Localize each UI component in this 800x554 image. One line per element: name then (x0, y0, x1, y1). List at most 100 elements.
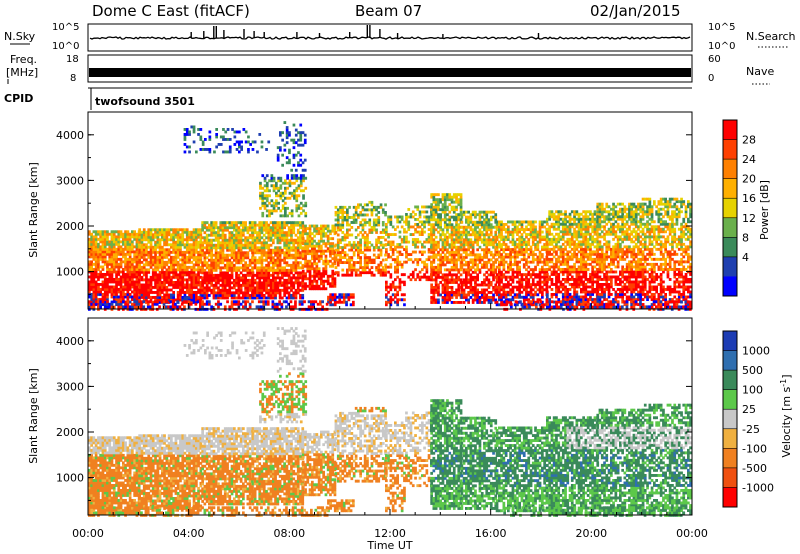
data-cell (97, 290, 100, 294)
data-cell (504, 278, 508, 282)
data-cell (346, 258, 349, 262)
data-cell (363, 253, 367, 257)
data-cell (230, 286, 234, 290)
data-cell (149, 230, 153, 234)
data-cell (555, 262, 558, 266)
data-cell (140, 286, 144, 289)
data-cell (336, 228, 340, 232)
data-cell (441, 205, 445, 209)
data-cell (409, 258, 413, 262)
data-cell (274, 226, 277, 230)
data-cell (446, 213, 449, 217)
data-cell (455, 223, 458, 227)
data-cell (128, 278, 132, 281)
data-cell (274, 228, 277, 232)
data-cell (301, 278, 305, 282)
data-cell (115, 285, 118, 289)
data-cell (223, 241, 227, 245)
data-cell (370, 200, 374, 204)
data-cell (192, 250, 196, 254)
data-cell (357, 268, 360, 272)
data-cell (476, 275, 479, 279)
data-cell (489, 238, 493, 242)
data-cell (513, 230, 517, 234)
data-cell (538, 223, 542, 226)
data-cell (541, 280, 544, 284)
data-cell (324, 264, 328, 268)
data-cell (448, 210, 452, 214)
data-cell (471, 240, 475, 244)
data-cell (199, 268, 203, 272)
data-cell (350, 216, 354, 219)
data-cell (156, 258, 160, 262)
data-cell (138, 255, 141, 259)
data-cell (301, 224, 305, 228)
data-cell (126, 290, 130, 294)
data-cell (156, 273, 160, 277)
data-cell (370, 228, 374, 232)
data-cell (253, 281, 257, 285)
data-cell (377, 256, 381, 259)
data-cell (308, 274, 312, 278)
data-cell (214, 283, 218, 287)
data-cell (483, 260, 486, 264)
data-cell (251, 243, 255, 247)
data-cell (326, 277, 330, 281)
data-cell (434, 253, 438, 257)
data-cell (507, 255, 510, 259)
data-cell (385, 288, 388, 292)
data-cell (233, 263, 236, 267)
data-cell (92, 275, 96, 279)
data-cell (487, 258, 491, 262)
data-cell (106, 305, 109, 309)
data-cell (467, 281, 470, 284)
data-cell (126, 247, 130, 251)
data-cell (108, 232, 112, 236)
data-cell (208, 268, 211, 272)
data-cell (494, 298, 498, 302)
data-cell (329, 252, 332, 256)
data-cell (165, 263, 169, 267)
data-cell (507, 285, 510, 289)
data-cell (469, 245, 473, 249)
data-cell (122, 260, 125, 264)
data-cell (348, 216, 351, 219)
data-cell (103, 255, 107, 259)
data-cell (131, 280, 134, 284)
data-cell (432, 298, 436, 302)
data-cell (368, 261, 372, 264)
data-cell (128, 300, 132, 304)
data-cell (154, 260, 157, 264)
data-cell (304, 287, 307, 291)
data-cell (548, 268, 551, 271)
data-cell (450, 233, 454, 237)
data-cell (140, 230, 144, 234)
data-cell (190, 268, 194, 272)
data-cell (278, 291, 282, 295)
data-cell (106, 290, 109, 294)
data-cell (112, 265, 116, 269)
data-cell (439, 281, 442, 284)
data-cell (217, 236, 220, 240)
data-cell (384, 213, 387, 217)
data-cell (151, 291, 155, 294)
data-cell (256, 286, 259, 290)
data-cell (434, 268, 438, 272)
data-cell (256, 276, 259, 280)
data-cell (320, 237, 323, 241)
data-cell (483, 301, 486, 304)
data-cell (221, 251, 225, 255)
data-cell (214, 221, 218, 225)
data-cell (258, 223, 262, 227)
data-cell (212, 221, 216, 225)
data-cell (269, 226, 273, 230)
data-cell (210, 233, 213, 237)
data-cell (492, 255, 495, 259)
data-cell (190, 288, 194, 292)
data-cell (425, 240, 429, 244)
data-cell (489, 283, 493, 287)
data-cell (244, 241, 247, 245)
data-cell (498, 268, 501, 272)
data-cell (527, 233, 531, 236)
data-cell (112, 270, 116, 274)
